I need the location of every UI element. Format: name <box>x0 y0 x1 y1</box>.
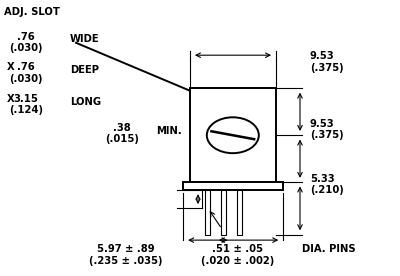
Bar <box>205 190 210 235</box>
Bar <box>190 88 276 182</box>
Text: 9.53
(.375): 9.53 (.375) <box>310 119 344 140</box>
Text: 5.33
(.210): 5.33 (.210) <box>310 174 344 195</box>
Text: .38
(.015): .38 (.015) <box>105 123 139 144</box>
Text: 9.53
(.375): 9.53 (.375) <box>310 51 344 73</box>
Text: LONG: LONG <box>70 97 101 107</box>
Text: WIDE: WIDE <box>70 34 100 44</box>
Text: .51 ± .05
(.020 ± .002): .51 ± .05 (.020 ± .002) <box>201 244 275 266</box>
Text: DEEP: DEEP <box>70 65 99 75</box>
Text: X: X <box>7 62 15 72</box>
Bar <box>183 182 283 190</box>
Text: .76
(.030): .76 (.030) <box>9 62 43 84</box>
Bar <box>237 190 242 235</box>
Bar <box>221 190 226 235</box>
Circle shape <box>207 117 259 153</box>
Text: ADJ. SLOT: ADJ. SLOT <box>4 7 60 17</box>
Text: .76
(.030): .76 (.030) <box>9 32 43 53</box>
Text: X: X <box>7 94 15 104</box>
Text: 3.15
(.124): 3.15 (.124) <box>9 94 43 115</box>
Text: 5.97 ± .89
(.235 ± .035): 5.97 ± .89 (.235 ± .035) <box>89 244 163 266</box>
Text: MIN.: MIN. <box>156 126 182 136</box>
Text: DIA. PINS: DIA. PINS <box>302 244 356 254</box>
